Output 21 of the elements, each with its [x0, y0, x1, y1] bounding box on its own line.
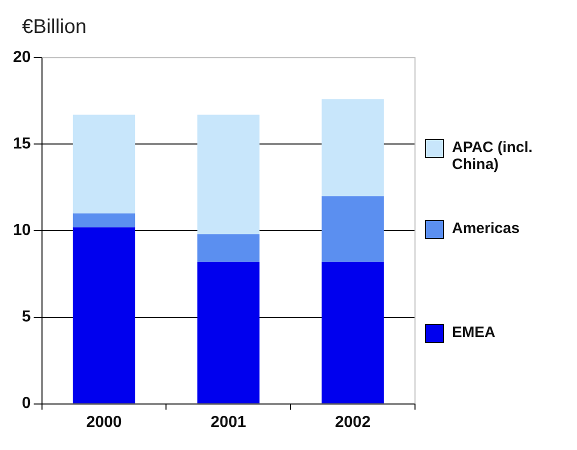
bar: [322, 262, 384, 404]
legend-label: Americas: [452, 220, 520, 237]
bar: [197, 234, 260, 262]
x-tick-label: 2000: [86, 414, 122, 431]
y-tick-label: 5: [22, 308, 31, 326]
y-tick-label: 0: [22, 395, 31, 412]
y-axis-title: €Billion: [22, 16, 86, 39]
bar: [197, 114, 260, 234]
bar: [72, 114, 136, 214]
x-tick-label: 2002: [335, 414, 371, 431]
bar: [197, 262, 260, 404]
legend-label: APAC (incl. China): [452, 138, 534, 173]
x-tick-label: 2001: [210, 414, 246, 431]
y-tick-label: 15: [13, 136, 31, 153]
y-tick-label: 20: [13, 49, 31, 66]
bar: [72, 227, 136, 404]
y-tick-label: 10: [13, 222, 31, 240]
bar: [322, 99, 384, 196]
legend-label: EMEA: [452, 324, 496, 341]
bar: [72, 213, 136, 228]
bar: [322, 196, 384, 262]
